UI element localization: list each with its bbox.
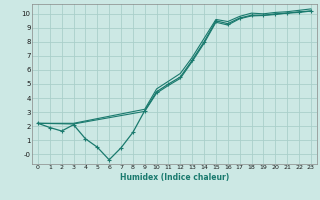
X-axis label: Humidex (Indice chaleur): Humidex (Indice chaleur) [120,173,229,182]
